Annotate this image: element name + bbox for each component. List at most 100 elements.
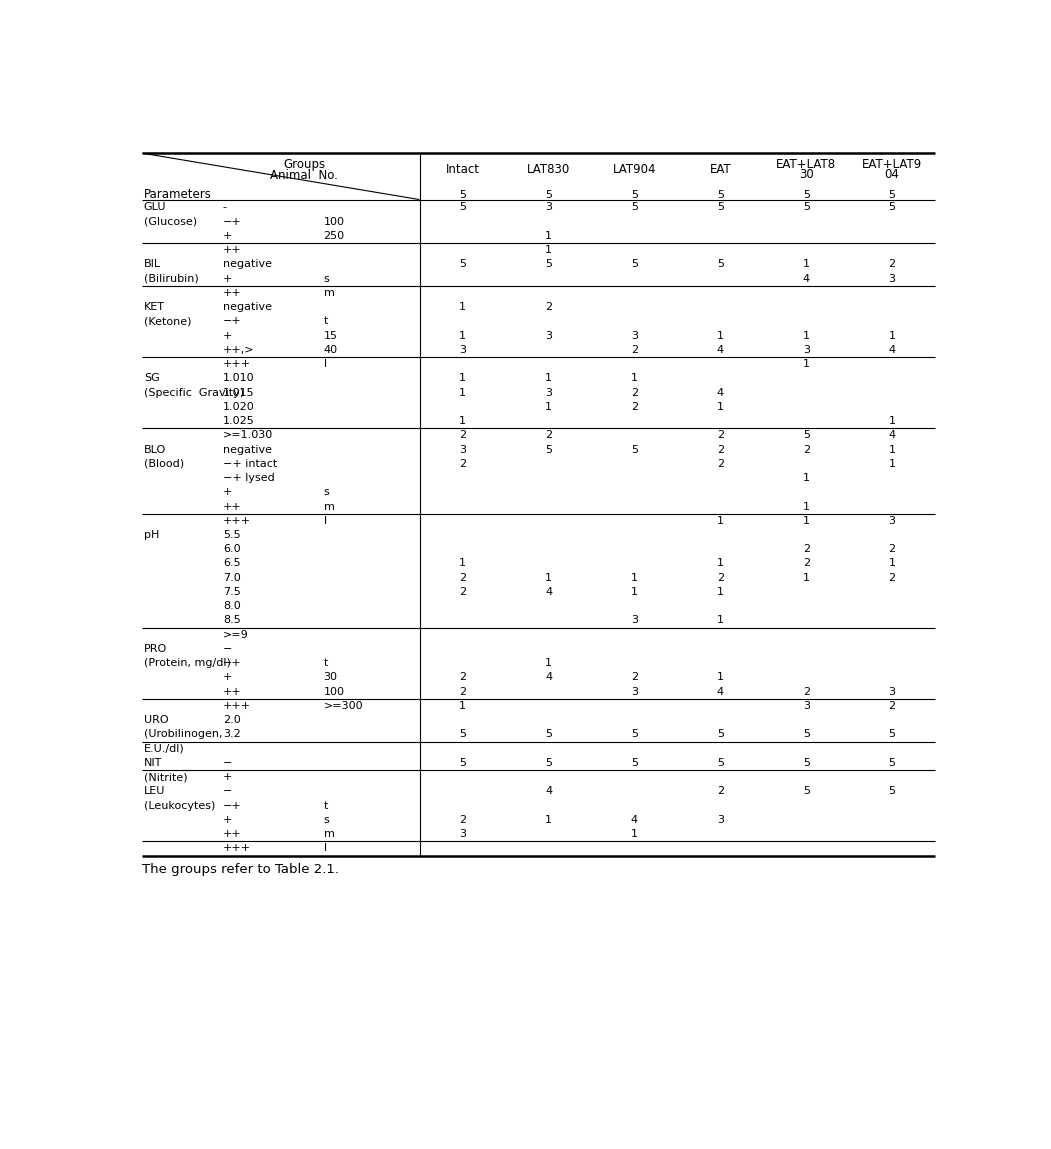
Text: ++: ++ (223, 687, 242, 696)
Text: 2: 2 (717, 786, 724, 796)
Text: 1: 1 (888, 416, 895, 426)
Text: −: − (223, 643, 232, 654)
Text: 5: 5 (545, 730, 552, 740)
Text: LAT830: LAT830 (527, 163, 570, 176)
Text: 3: 3 (459, 445, 467, 455)
Text: 100: 100 (324, 217, 345, 226)
Text: 1: 1 (803, 260, 809, 269)
Text: 4: 4 (545, 587, 552, 597)
Text: l: l (324, 516, 327, 526)
Text: m: m (324, 501, 334, 511)
Text: 1: 1 (717, 402, 724, 411)
Text: ++,>: ++,> (223, 345, 254, 355)
Text: 3: 3 (717, 815, 724, 825)
Text: 5: 5 (888, 758, 895, 768)
Text: GLU: GLU (144, 202, 166, 213)
Text: −: − (223, 758, 232, 768)
Text: 2: 2 (717, 445, 724, 455)
Text: 3: 3 (459, 830, 467, 839)
Text: 5: 5 (631, 260, 638, 269)
Text: −+: −+ (223, 658, 242, 669)
Text: 4: 4 (631, 815, 638, 825)
Text: 5: 5 (717, 202, 724, 213)
Text: +: + (223, 231, 232, 241)
Text: 1: 1 (459, 387, 467, 398)
Text: 1.020: 1.020 (223, 402, 254, 411)
Text: (Nitrite): (Nitrite) (144, 772, 187, 782)
Text: +++: +++ (223, 843, 251, 854)
Text: 1: 1 (717, 616, 724, 625)
Text: 3: 3 (631, 331, 638, 340)
Text: 5: 5 (459, 190, 467, 200)
Text: 4: 4 (717, 345, 724, 355)
Text: +++: +++ (223, 701, 251, 711)
Text: >=9: >=9 (223, 630, 249, 640)
Text: 5: 5 (803, 430, 809, 440)
Text: (Protein, mg/dl): (Protein, mg/dl) (144, 658, 230, 669)
Text: s: s (324, 273, 329, 284)
Text: 2: 2 (888, 572, 895, 583)
Text: Intact: Intact (446, 163, 479, 176)
Text: 2: 2 (803, 445, 809, 455)
Text: 5: 5 (631, 730, 638, 740)
Text: negative: negative (223, 302, 272, 313)
Text: ++: ++ (223, 501, 242, 511)
Text: KET: KET (144, 302, 165, 313)
Text: 4: 4 (888, 430, 895, 440)
Text: 1: 1 (545, 373, 552, 384)
Text: 3: 3 (545, 202, 552, 213)
Text: 6.5: 6.5 (223, 558, 241, 569)
Text: +++: +++ (223, 360, 251, 369)
Text: LEU: LEU (144, 786, 165, 796)
Text: 1: 1 (717, 672, 724, 683)
Text: 5: 5 (717, 260, 724, 269)
Text: EAT: EAT (709, 163, 731, 176)
Text: −+ lysed: −+ lysed (223, 473, 274, 483)
Text: 5: 5 (545, 445, 552, 455)
Text: 3: 3 (459, 345, 467, 355)
Text: (Blood): (Blood) (144, 458, 184, 469)
Text: t: t (324, 316, 328, 326)
Text: 1.010: 1.010 (223, 373, 254, 384)
Text: 1: 1 (717, 516, 724, 526)
Text: NIT: NIT (144, 758, 162, 768)
Text: 4: 4 (888, 345, 895, 355)
Text: 2: 2 (717, 572, 724, 583)
Text: +: + (223, 672, 232, 683)
Text: 2: 2 (459, 815, 467, 825)
Text: (Urobilinogen,: (Urobilinogen, (144, 730, 222, 740)
Text: 1: 1 (888, 558, 895, 569)
Text: 3: 3 (545, 387, 552, 398)
Text: 2: 2 (631, 387, 638, 398)
Text: 5: 5 (631, 445, 638, 455)
Text: 5: 5 (545, 190, 552, 200)
Text: 8.0: 8.0 (223, 601, 241, 611)
Text: negative: negative (223, 260, 272, 269)
Text: 1: 1 (631, 373, 638, 384)
Text: −+: −+ (223, 316, 242, 326)
Text: 8.5: 8.5 (223, 616, 241, 625)
Text: EAT+LAT8: EAT+LAT8 (776, 159, 837, 171)
Text: 2: 2 (888, 701, 895, 711)
Text: 5: 5 (459, 758, 467, 768)
Text: 4: 4 (545, 672, 552, 683)
Text: pH: pH (144, 530, 159, 540)
Text: +: + (223, 331, 232, 340)
Text: E.U./dl): E.U./dl) (144, 743, 185, 754)
Text: +: + (223, 772, 232, 782)
Text: 2.0: 2.0 (223, 715, 241, 725)
Text: 2: 2 (459, 572, 467, 583)
Text: m: m (324, 288, 334, 298)
Text: 1: 1 (459, 416, 467, 426)
Text: 3: 3 (803, 701, 809, 711)
Text: −+: −+ (223, 217, 242, 226)
Text: 3: 3 (888, 273, 895, 284)
Text: +: + (223, 487, 232, 498)
Text: +: + (223, 815, 232, 825)
Text: s: s (324, 487, 329, 498)
Text: −+: −+ (223, 801, 242, 811)
Text: +++: +++ (223, 516, 251, 526)
Text: −: − (223, 786, 232, 796)
Text: 3: 3 (631, 616, 638, 625)
Text: 5: 5 (717, 758, 724, 768)
